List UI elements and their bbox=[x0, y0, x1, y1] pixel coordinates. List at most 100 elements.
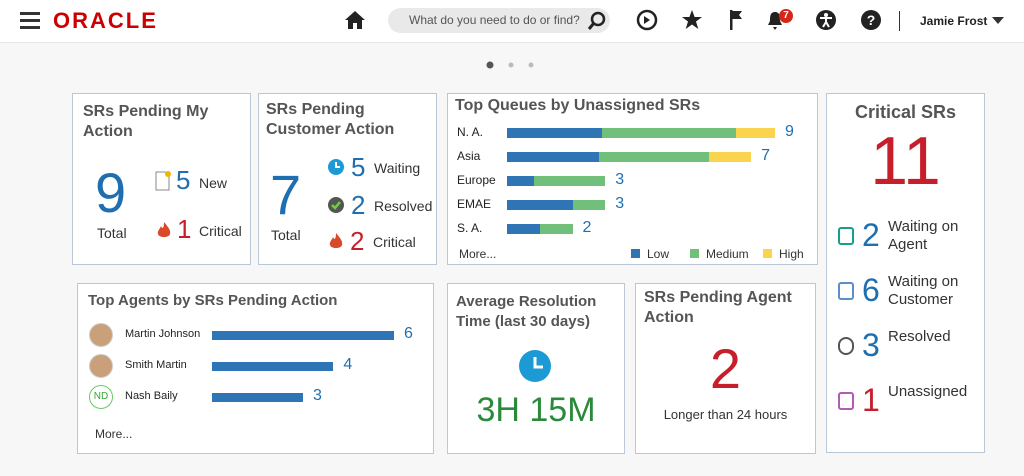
label: Critical bbox=[373, 234, 416, 250]
legend-swatch bbox=[631, 249, 640, 258]
item-label: Resolved bbox=[888, 328, 951, 345]
avatar bbox=[89, 385, 113, 409]
clock-icon bbox=[519, 350, 551, 382]
bar-total: 9 bbox=[785, 123, 794, 140]
card-title: SRs Pending My Action bbox=[83, 103, 209, 140]
item-icon bbox=[838, 227, 854, 245]
item-icon bbox=[838, 282, 854, 300]
card-title: Average Resolution Time (last 30 days) bbox=[456, 293, 597, 330]
card-title: Top Agents by SRs Pending Action bbox=[88, 292, 338, 309]
recent-icon[interactable] bbox=[636, 9, 658, 31]
search-icon[interactable] bbox=[587, 11, 607, 31]
bar-total: 2 bbox=[582, 219, 592, 236]
bar-segment bbox=[572, 200, 606, 210]
bar-segment bbox=[539, 224, 573, 234]
card-title: SRs Pending Customer Action bbox=[266, 101, 395, 138]
card-title: Top Queues by Unassigned SRs bbox=[455, 97, 701, 114]
bar bbox=[212, 393, 303, 402]
bar-segment bbox=[736, 128, 775, 138]
card bbox=[447, 93, 818, 265]
queue-label: Asia bbox=[457, 149, 481, 163]
agent-name: Martin Johnson bbox=[125, 328, 201, 340]
menu-icon[interactable] bbox=[20, 12, 42, 30]
number: 2 bbox=[351, 190, 366, 220]
bar-value: 3 bbox=[313, 387, 322, 404]
legend-swatch bbox=[690, 249, 699, 258]
label: Resolved bbox=[374, 198, 433, 214]
watchlist-icon[interactable] bbox=[728, 9, 746, 31]
card-title: Critical SRs bbox=[854, 102, 957, 122]
agent-name: Smith Martin bbox=[125, 359, 187, 371]
avatar bbox=[89, 354, 113, 378]
card bbox=[258, 93, 437, 265]
bar-segment bbox=[599, 152, 710, 162]
bar-value: 6 bbox=[404, 325, 413, 342]
bar-segment bbox=[507, 200, 573, 210]
critical-icon bbox=[157, 222, 171, 237]
caption: Longer than 24 hours bbox=[663, 407, 788, 422]
notifications-icon[interactable] bbox=[766, 10, 786, 32]
accessibility-icon[interactable] bbox=[815, 9, 837, 31]
user-caret[interactable] bbox=[992, 17, 1004, 25]
item-number: 1 bbox=[862, 382, 880, 418]
big-number: 2 bbox=[709, 337, 742, 400]
help-icon[interactable]: ? bbox=[860, 9, 882, 31]
bar-segment bbox=[533, 176, 606, 186]
number: 5 bbox=[176, 165, 191, 195]
item-number: 2 bbox=[862, 217, 880, 253]
agent-name: Nash Baily bbox=[125, 390, 178, 402]
bar-total: 3 bbox=[615, 171, 625, 188]
bar-value: 4 bbox=[343, 356, 353, 373]
card-title: SRs Pending Agent Action bbox=[644, 289, 792, 326]
more-link[interactable]: More... bbox=[95, 427, 133, 441]
big-number: 9 bbox=[95, 161, 127, 224]
page-dots[interactable] bbox=[484, 59, 538, 71]
notification-badge bbox=[779, 9, 793, 23]
bar-total: 3 bbox=[615, 195, 625, 212]
legend-label: High bbox=[779, 247, 804, 261]
svg-text:?: ? bbox=[867, 12, 876, 28]
more-link[interactable]: More... bbox=[459, 247, 497, 261]
legend-swatch bbox=[763, 249, 772, 258]
legend-label: Low bbox=[647, 247, 670, 261]
critical-icon bbox=[329, 233, 343, 248]
big-number: 11 bbox=[870, 123, 941, 199]
big-number: 7 bbox=[270, 163, 302, 226]
label: Total bbox=[97, 225, 127, 241]
brand: ORACLE bbox=[53, 8, 158, 33]
number: 1 bbox=[177, 214, 192, 244]
number: 2 bbox=[350, 226, 365, 256]
bar bbox=[212, 362, 334, 371]
bar-segment bbox=[507, 128, 603, 138]
big-value: 3H 15M bbox=[476, 391, 596, 429]
user-name[interactable]: Jamie Frost bbox=[920, 14, 988, 28]
item-number: 3 bbox=[862, 327, 880, 363]
divider bbox=[899, 11, 900, 31]
search-placeholder: What do you need to do or find? bbox=[409, 13, 580, 27]
item-icon bbox=[838, 337, 854, 355]
item-label: Waiting on Customer bbox=[888, 273, 959, 308]
label: Total bbox=[271, 227, 301, 243]
search-box[interactable] bbox=[388, 8, 610, 33]
queue-label: Europe bbox=[457, 173, 496, 187]
item-number: 6 bbox=[862, 272, 880, 308]
item-icon bbox=[838, 392, 854, 410]
item-label: Unassigned bbox=[888, 383, 968, 400]
avatar bbox=[89, 323, 113, 347]
bar-segment bbox=[709, 152, 752, 162]
home-icon[interactable] bbox=[344, 10, 366, 30]
new-icon bbox=[155, 171, 171, 191]
queue-label: N. A. bbox=[457, 125, 484, 139]
label: Critical bbox=[199, 223, 242, 239]
card bbox=[635, 283, 816, 454]
queue-label: EMAE bbox=[457, 197, 492, 211]
favorites-icon[interactable] bbox=[681, 9, 703, 31]
bar-segment bbox=[507, 152, 600, 162]
avatar-initials: ND bbox=[93, 391, 109, 402]
queue-label: S. A. bbox=[457, 221, 483, 235]
bar-segment bbox=[507, 224, 540, 234]
bar-total: 7 bbox=[761, 147, 771, 164]
bar-segment bbox=[602, 128, 737, 138]
legend-label: Medium bbox=[706, 247, 749, 261]
